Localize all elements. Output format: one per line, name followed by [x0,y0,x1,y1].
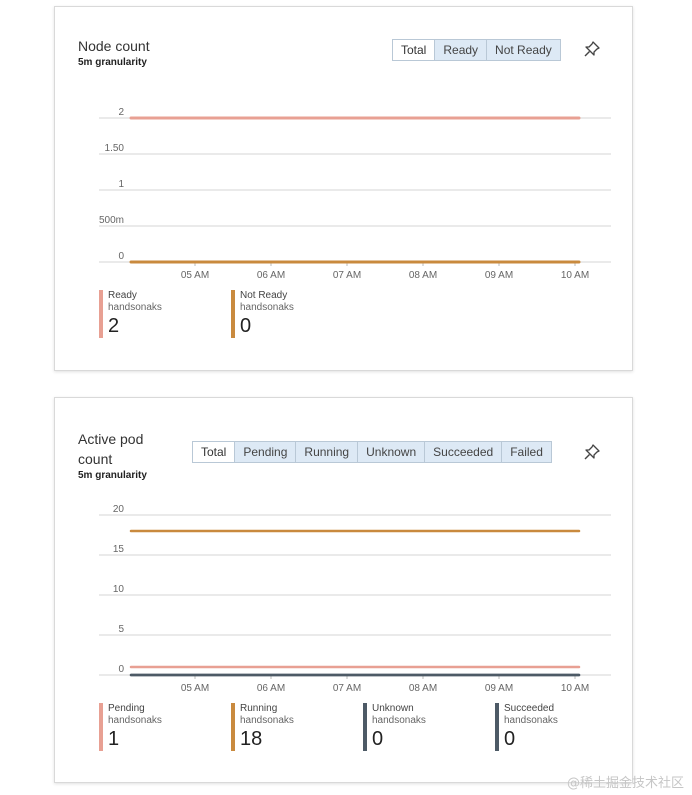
pin-button[interactable] [582,442,602,462]
legend-name: Pending [108,703,145,714]
legend-color-bar [99,703,103,751]
node-count-card: Node count 5m granularity Total Ready No… [54,6,633,371]
x-tick-label: 10 AM [561,270,589,281]
node-count-chart: 2 1.50 1 500m 0 05 AM 06 AM 07 AM 08 AM 09 AM 10 A… [99,107,611,281]
legend-name: Ready [108,290,137,301]
tab-total[interactable]: Total [193,442,235,462]
legend-value: 0 [372,728,384,750]
legend-cluster: handsonaks [240,302,294,313]
card-title-line2: count [78,451,113,467]
legend-value: 1 [108,728,120,750]
active-pod-count-chart: 20 15 10 5 0 05 AM 06 AM 07 AM 08 AM 09 AM 10 AM [99,504,611,694]
y-tick-label: 10 [113,584,125,595]
legend-running[interactable]: Running handsonaks 18 [231,703,294,751]
legend-cluster: handsonaks [108,715,162,726]
tab-unknown[interactable]: Unknown [357,442,425,462]
x-tick-label: 09 AM [485,683,513,694]
y-tick-label: 2 [118,107,124,118]
legend-unknown[interactable]: Unknown handsonaks 0 [363,703,426,751]
x-tick-label: 07 AM [333,270,361,281]
legend-cluster: handsonaks [108,302,162,313]
y-tick-label: 1.50 [105,143,125,154]
y-tick-label: 20 [113,504,125,515]
legend-value: 0 [504,728,516,750]
y-tick-label: 1 [118,179,124,190]
x-tick-label: 08 AM [409,270,437,281]
legend-cluster: handsonaks [240,715,294,726]
legend-name: Unknown [372,703,414,714]
legend-color-bar [231,703,235,751]
legend-value: 0 [240,315,252,337]
legend-color-bar [99,290,103,338]
node-filter-tabs: Total Ready Not Ready [392,39,561,61]
y-tick-label: 500m [99,215,124,226]
pin-icon [584,41,600,57]
granularity-label: 5m granularity [78,57,147,68]
tab-pending[interactable]: Pending [234,442,296,462]
legend-pending[interactable]: Pending handsonaks 1 [99,703,162,751]
x-tick-label: 05 AM [181,270,209,281]
y-tick-label: 0 [118,664,124,675]
y-tick-label: 15 [113,544,125,555]
legend-not-ready[interactable]: Not Ready handsonaks 0 [231,290,294,338]
pin-button[interactable] [582,39,602,59]
pod-filter-tabs: Total Pending Running Unknown Succeeded … [192,441,552,463]
legend-name: Not Ready [240,290,288,301]
legend-name: Running [240,703,278,714]
x-tick-label: 07 AM [333,683,361,694]
y-tick-label: 5 [118,624,124,635]
active-pod-count-card: Active pod count 5m granularity Total Pe… [54,397,633,783]
granularity-label: 5m granularity [78,470,147,481]
legend-cluster: handsonaks [372,715,426,726]
x-tick-label: 05 AM [181,683,209,694]
legend-value: 2 [108,315,120,337]
x-tick-label: 08 AM [409,683,437,694]
y-tick-label: 0 [118,251,124,262]
tab-running[interactable]: Running [295,442,358,462]
legend-value: 18 [240,728,263,750]
x-tick-label: 09 AM [485,270,513,281]
x-tick-label: 06 AM [257,683,285,694]
legend-ready[interactable]: Ready handsonaks 2 [99,290,162,338]
x-tick-label: 10 AM [561,683,589,694]
tab-total[interactable]: Total [393,40,435,60]
legend-name: Succeeded [504,703,555,714]
legend-color-bar [495,703,499,751]
card-title: Node count [78,38,150,54]
watermark: @稀土掘金技术社区 [566,776,684,791]
legend-cluster: handsonaks [504,715,558,726]
card-title-line1: Active pod [78,431,144,447]
legend-color-bar [231,290,235,338]
tab-succeeded[interactable]: Succeeded [424,442,502,462]
tab-failed[interactable]: Failed [501,442,551,462]
legend-succeeded[interactable]: Succeeded handsonaks 0 [495,703,558,751]
tab-not-ready[interactable]: Not Ready [486,40,560,60]
tab-ready[interactable]: Ready [434,40,487,60]
x-tick-label: 06 AM [257,270,285,281]
pin-icon [584,444,600,460]
legend-color-bar [363,703,367,751]
